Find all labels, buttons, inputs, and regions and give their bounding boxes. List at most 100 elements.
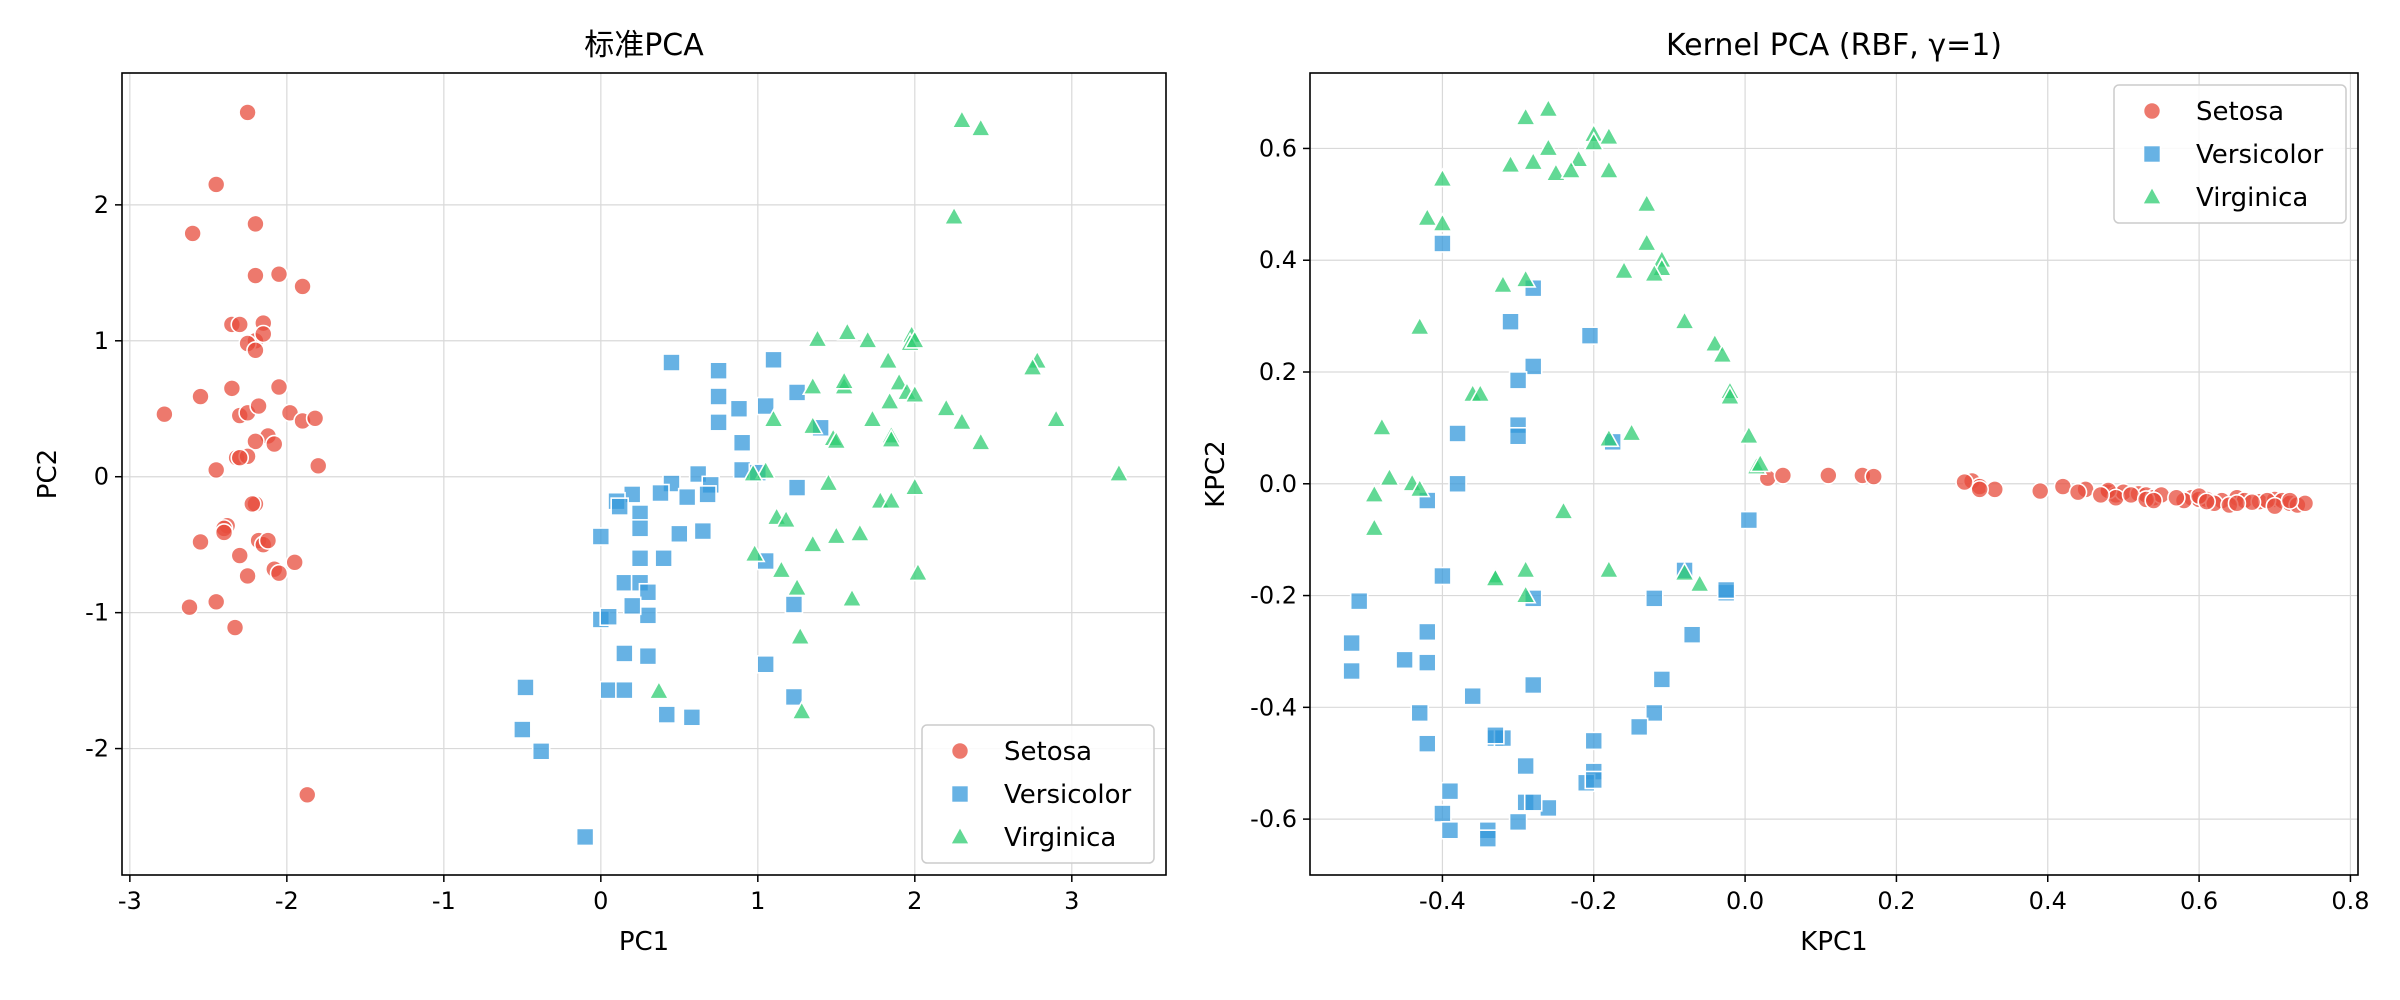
setosa-point xyxy=(2068,482,2088,502)
versicolor-point xyxy=(729,399,749,419)
setosa-point xyxy=(2030,481,2050,501)
x-tick-label: 0.0 xyxy=(1726,887,1764,915)
setosa-point xyxy=(191,387,210,406)
virginica-point xyxy=(786,576,808,597)
versicolor-point xyxy=(638,646,658,666)
virginica-point xyxy=(775,508,797,529)
setosa-point xyxy=(269,563,289,583)
virginica-point xyxy=(1560,159,1582,179)
legend: Setosa Versicolor Virginica xyxy=(2113,84,2347,224)
virginica-point xyxy=(801,533,824,553)
virginica-point xyxy=(1537,136,1560,157)
virginica-point xyxy=(1537,97,1560,118)
setosa-point xyxy=(1819,466,1838,485)
legend-virginica-label: Virginica xyxy=(1004,823,1116,853)
virginica-point xyxy=(1552,500,1575,520)
virginica-point xyxy=(1363,483,1386,503)
legend-box xyxy=(921,724,1155,864)
versicolor-point xyxy=(531,742,551,761)
virginica-point xyxy=(1643,262,1666,283)
setosa-point xyxy=(2091,485,2111,505)
virginica-point xyxy=(903,475,926,496)
virginica-point xyxy=(880,489,903,510)
setosa-point xyxy=(246,266,265,285)
right-panel-kernel-pca: -0.4 -0.2 0.0 0.2 0.4 0.6 0.8 -0.6 -0.4 -0.2 0.0 0.… xyxy=(1201,28,2370,957)
versicolor-point xyxy=(1433,234,1452,253)
setosa-point xyxy=(253,324,273,344)
virginica-point xyxy=(1108,462,1130,483)
x-tick-label: 0 xyxy=(593,887,608,915)
x-tick-label: -1 xyxy=(432,887,456,915)
setosa-point xyxy=(2121,485,2141,505)
versicolor-point xyxy=(709,413,728,432)
virginica-point xyxy=(969,431,992,451)
versicolor-point xyxy=(513,720,532,739)
y-tick-label: 0.4 xyxy=(1259,246,1297,274)
virginica-point xyxy=(825,524,848,545)
axes-frame xyxy=(121,72,1167,876)
versicolor-point xyxy=(1448,424,1467,443)
versicolor-point xyxy=(764,350,783,370)
y-axis-label: KPC2 xyxy=(1201,440,1231,507)
setosa-point xyxy=(2227,494,2247,513)
versicolor-point xyxy=(1516,756,1535,776)
legend-virginica-label: Virginica xyxy=(2196,183,2308,213)
setosa-point xyxy=(2295,494,2315,513)
versicolor-point xyxy=(1739,510,1759,530)
versicolor-point xyxy=(1652,670,1672,689)
setosa-point xyxy=(297,785,317,805)
setosa-point xyxy=(191,532,210,552)
virginica-point xyxy=(903,383,926,404)
setosa-point xyxy=(1773,466,1793,485)
virginica-point xyxy=(743,542,766,563)
setosa-point xyxy=(1970,480,1989,499)
versicolor-point xyxy=(1410,703,1430,723)
versicolor-point xyxy=(516,678,535,697)
virginica-point xyxy=(878,390,901,410)
legend-setosa-label: Setosa xyxy=(1004,737,1092,767)
versicolor-point xyxy=(657,705,677,724)
versicolor-point xyxy=(638,582,658,602)
versicolor-point xyxy=(1395,650,1414,670)
versicolor-point xyxy=(1523,357,1543,376)
x-tick-label: -2 xyxy=(275,887,299,915)
versicolor-point xyxy=(591,527,611,546)
virginica-point xyxy=(762,407,785,428)
versicolor-point xyxy=(1644,589,1664,608)
setosa-point xyxy=(258,531,278,550)
setosa-point xyxy=(2144,491,2163,510)
virginica-point xyxy=(907,561,929,582)
versicolor-point xyxy=(1349,591,1369,611)
y-tick-label: 0 xyxy=(94,463,109,491)
y-tick-label: -1 xyxy=(85,599,109,627)
versicolor-point xyxy=(1682,625,1702,644)
virginica-point xyxy=(1598,427,1620,448)
virginica-point xyxy=(1408,477,1431,498)
setosa-point xyxy=(206,175,226,194)
versicolor-point xyxy=(615,644,634,663)
virginica-point xyxy=(877,349,899,370)
versicolor-point xyxy=(1584,731,1604,751)
setosa-point xyxy=(230,315,250,334)
series-setosa xyxy=(1758,466,2315,516)
x-tick-label: 0.8 xyxy=(2331,887,2369,915)
virginica-point xyxy=(969,117,992,137)
versicolor-point xyxy=(610,497,629,516)
virginica-point xyxy=(841,587,863,608)
versicolor-point xyxy=(709,387,728,406)
versicolor-point xyxy=(662,353,681,372)
setosa-point xyxy=(206,460,226,480)
x-tick-label: -0.4 xyxy=(1419,887,1466,915)
y-tick-label: -0.4 xyxy=(1250,693,1297,721)
virginica-point xyxy=(1598,558,1620,579)
versicolor-point xyxy=(677,487,697,507)
virginica-point xyxy=(856,329,879,349)
y-tick-label: -0.6 xyxy=(1250,805,1297,833)
setosa-point xyxy=(2280,491,2300,510)
legend-setosa-marker xyxy=(950,741,970,761)
virginica-point xyxy=(1582,131,1605,151)
virginica-point xyxy=(849,522,871,542)
y-tick-label: 0.2 xyxy=(1259,358,1297,386)
virginica-point xyxy=(790,700,813,720)
setosa-point xyxy=(246,341,265,360)
